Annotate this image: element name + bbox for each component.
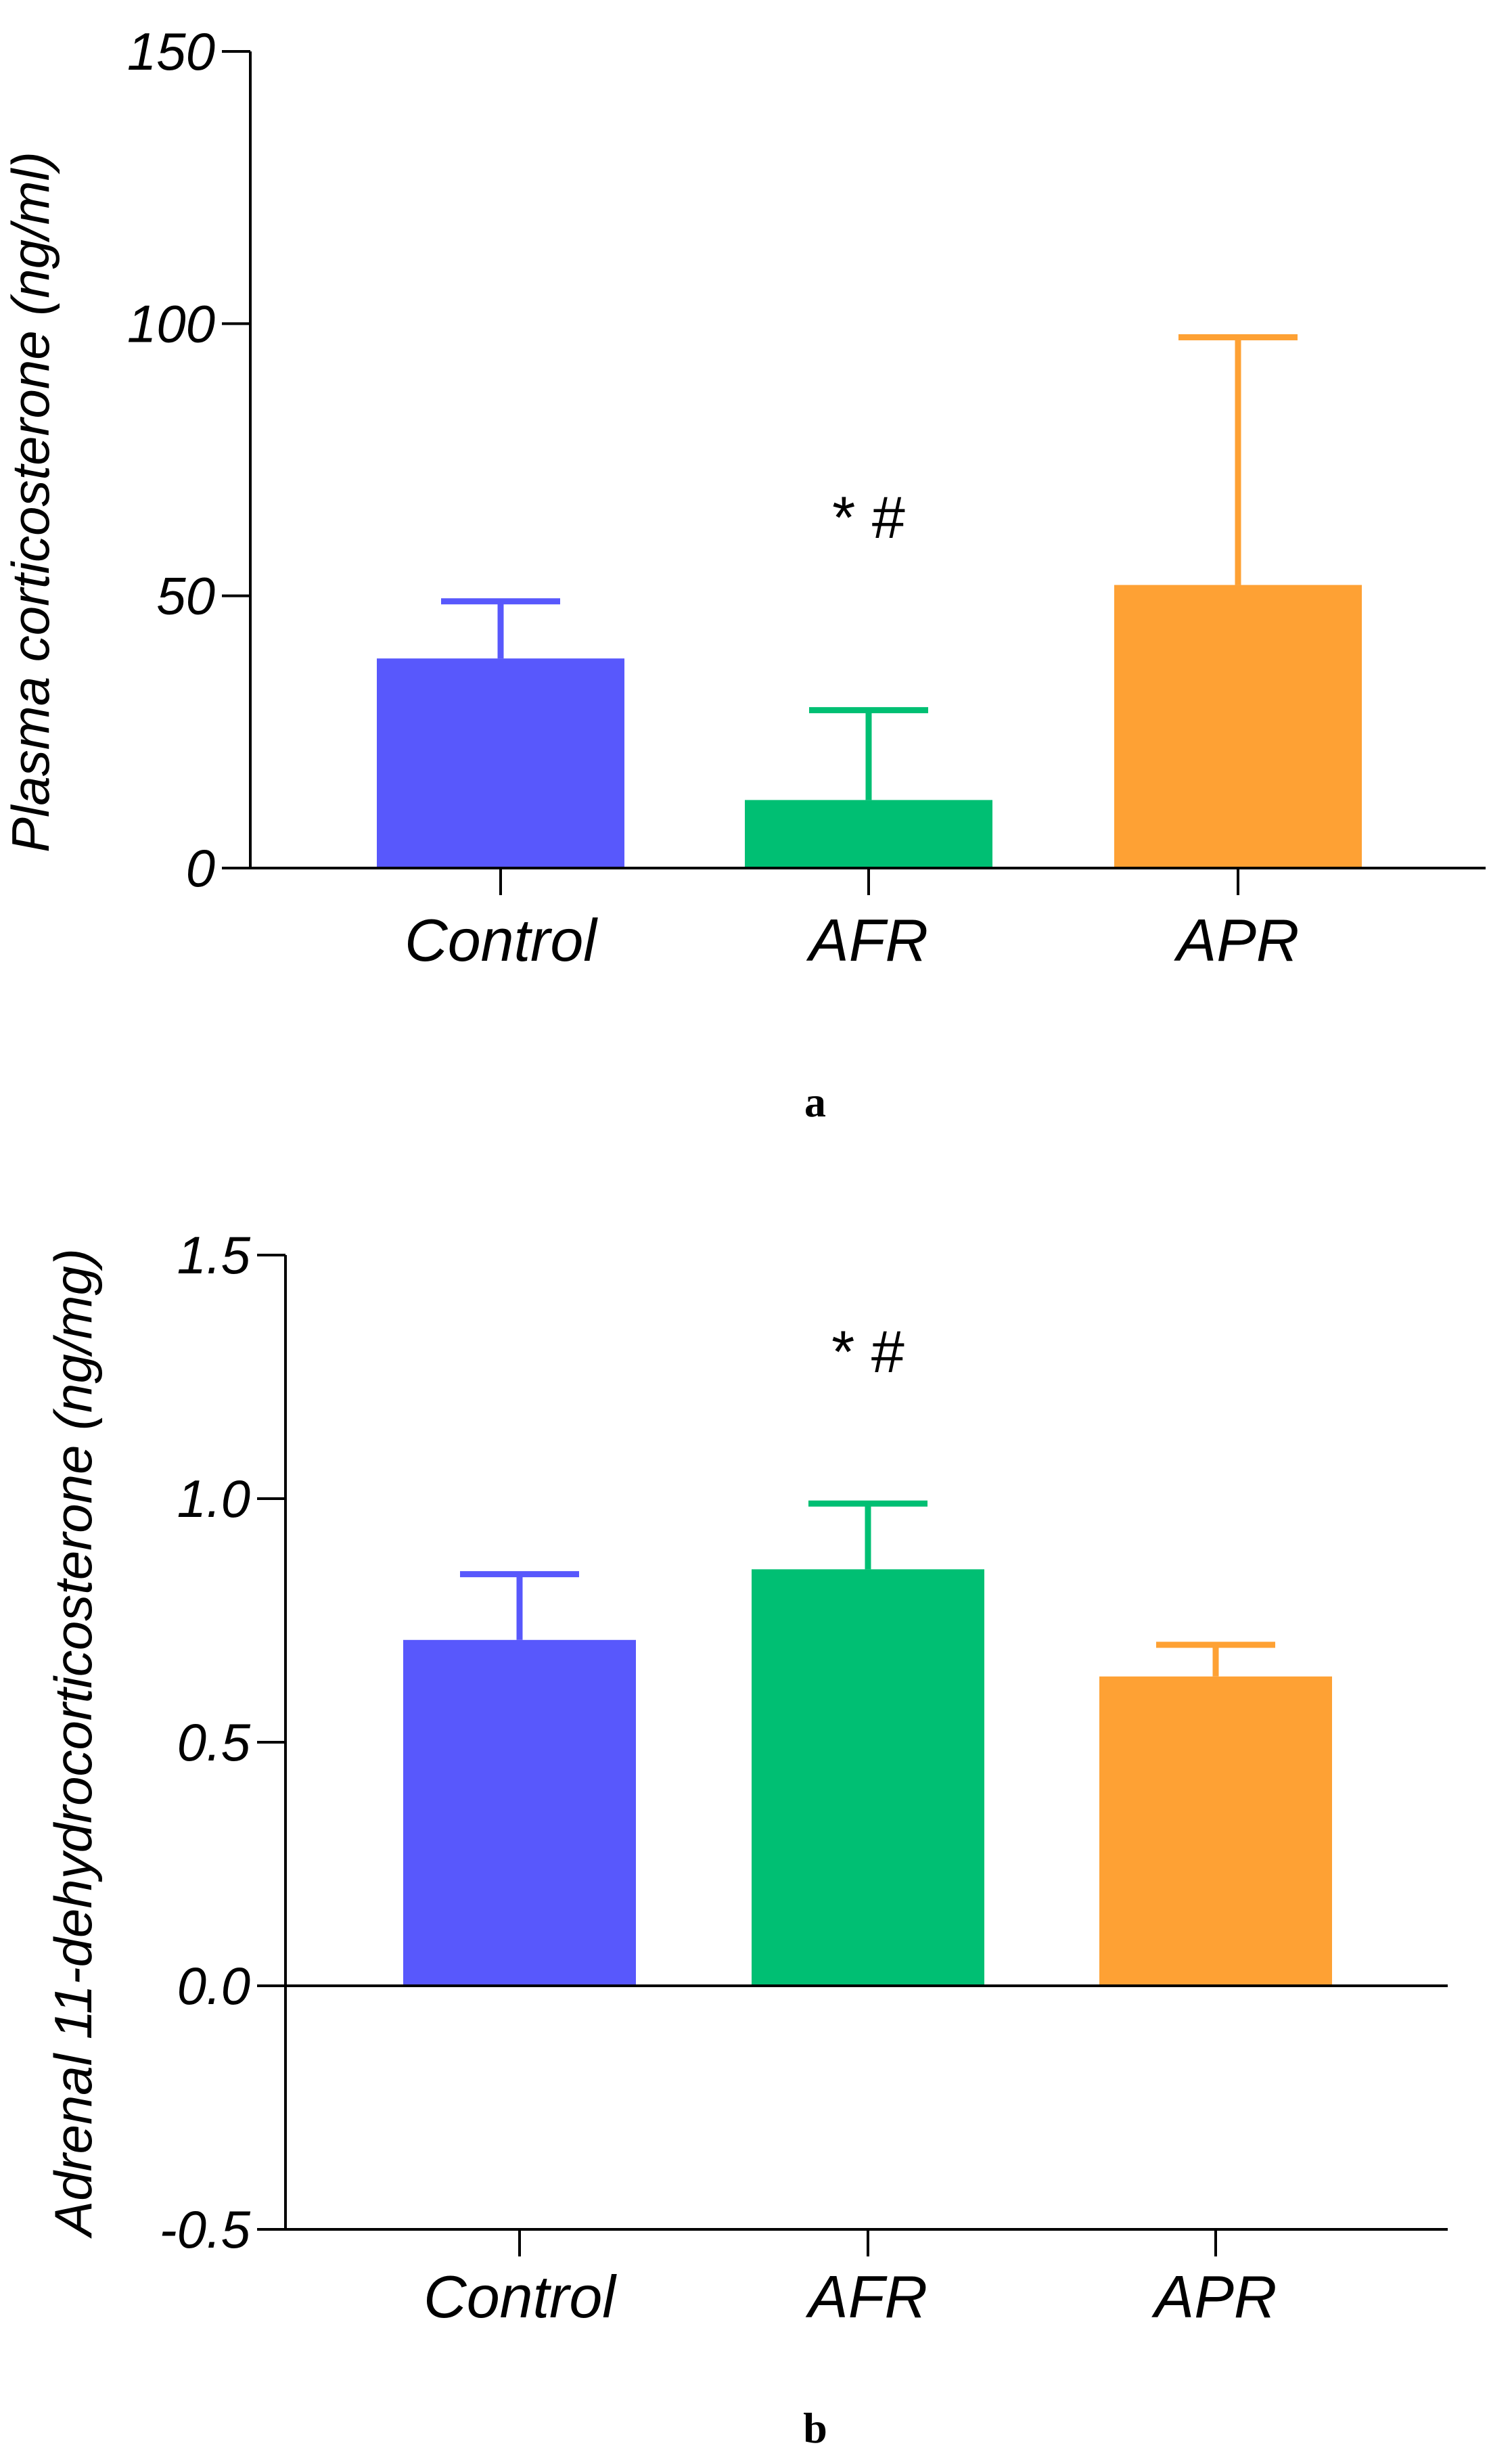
y-tick-label: 100 [127, 294, 215, 353]
y-tick-label: 0 [186, 838, 215, 898]
x-tick-label-control: Control [405, 907, 598, 974]
bar-afr [745, 800, 992, 868]
significance-annotation: * # [831, 1318, 904, 1385]
y-tick-label: 1.5 [177, 1225, 251, 1285]
x-tick-label-afr: AFR [805, 2263, 927, 2330]
bar-afr [752, 1569, 984, 1986]
chart-panel-b: -0.5 0.0 0.5 1.0 1.5 Control AFR APR * # Adrenal … [43, 1225, 1448, 2452]
panel-label: a [804, 1078, 826, 1126]
chart-panel-a: 0 50 100 150 Control AFR APR * # Plasma corticos… [1, 22, 1486, 1126]
x-tick-label-control: Control [423, 2263, 617, 2330]
x-tick-label-afr: AFR [806, 907, 928, 974]
y-axis-title: Plasma corticosterone (ng/ml) [1, 152, 60, 853]
y-axis-title: Adrenal 11-dehydrocorticosterone (ng/mg) [43, 1248, 103, 2239]
bar-apr [1114, 585, 1362, 868]
y-tick-label: 1.0 [177, 1469, 250, 1528]
y-tick-label: 150 [127, 22, 215, 81]
y-tick-label: -0.5 [160, 2200, 251, 2259]
bar-apr [1099, 1676, 1332, 1986]
y-tick-label: 0.5 [177, 1712, 251, 1772]
y-tick-label: 0.0 [177, 1956, 250, 2016]
significance-annotation: * # [832, 484, 905, 551]
panel-label: b [803, 2404, 827, 2452]
bar-control [403, 1639, 636, 1986]
x-tick-label-apr: APR [1174, 907, 1300, 974]
x-tick-label-apr: APR [1151, 2263, 1277, 2330]
y-tick-label: 50 [156, 566, 215, 626]
bar-control [377, 658, 624, 868]
